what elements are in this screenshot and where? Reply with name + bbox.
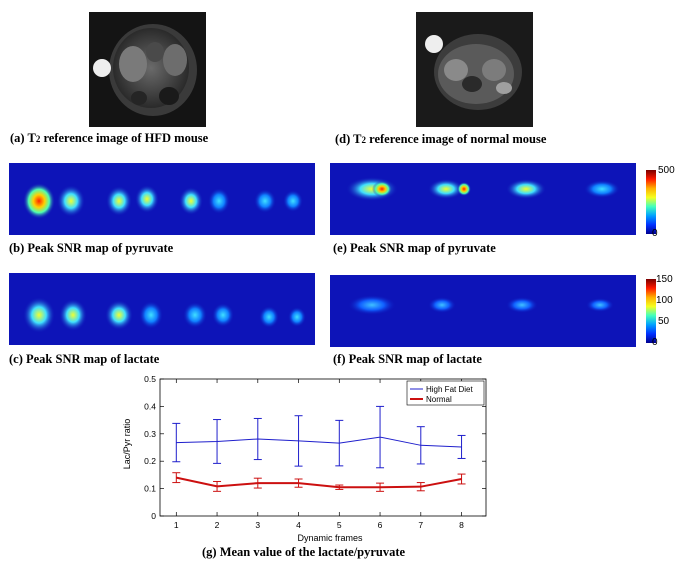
- y-tick-label: 0.5: [144, 374, 156, 384]
- caption-d: (d) T2 reference image of normal mouse: [335, 132, 546, 147]
- legend-label: Normal: [426, 395, 452, 404]
- colorbar-lactate-tick-50: 50: [658, 316, 670, 327]
- caption-f: (f) Peak SNR map of lactate: [333, 352, 482, 366]
- x-tick-label: 2: [215, 520, 220, 530]
- snr-map-lactate-hfd: [9, 273, 315, 345]
- lac-pyr-ratio-chart: 0 0.1 0.2 0.3 0.4 0.5 1 2 3 4 5 6 7 8 High Fat DietNo…: [122, 374, 487, 543]
- plot-frame: [159, 378, 487, 517]
- caption-g: (g) Mean value of the lactate/pyruvate: [202, 545, 406, 559]
- legend-box: [406, 380, 485, 406]
- x-tick-label: 8: [459, 520, 464, 530]
- caption-a: (a) T2 reference image of HFD mouse: [10, 131, 208, 146]
- normal-mri-drawing: [425, 34, 522, 110]
- hfd-mri-drawing: [93, 24, 197, 116]
- lactate-normal-heat: [348, 295, 614, 315]
- caption-e: (e) Peak SNR map of pyruvate: [333, 241, 496, 255]
- y-axis-label: Lac/Pyr ratio: [122, 419, 132, 470]
- snr-map-lactate-normal: [330, 275, 636, 347]
- y-tick-label: 0.2: [144, 456, 156, 466]
- x-tick-label: 6: [378, 520, 383, 530]
- snr-map-pyruvate-hfd: [9, 163, 315, 235]
- x-tick-label: 7: [418, 520, 423, 530]
- colorbar-lactate-tick-100: 100: [656, 295, 673, 306]
- series-line: [176, 476, 462, 489]
- y-tick-label: 0: [151, 511, 156, 521]
- chart-series: [172, 405, 466, 492]
- caption-d-prefix: (d) T: [335, 132, 362, 146]
- colorbar-lactate: [646, 279, 656, 343]
- x-tick-label: 1: [174, 520, 179, 530]
- caption-d-subscript: 2: [361, 135, 367, 145]
- colorbar-lactate-tick-0: 0: [652, 337, 658, 348]
- colorbar-pyruvate-max: 500: [658, 165, 675, 176]
- caption-a-prefix: (a) T: [10, 131, 36, 145]
- pyruvate-hfd-heat: [23, 183, 303, 219]
- x-tick-label: 5: [337, 520, 342, 530]
- pyruvate-normal-heat: [346, 177, 620, 201]
- legend-label: High Fat Diet: [426, 385, 473, 394]
- lactate-hfd-heat: [23, 297, 306, 333]
- series-line: [176, 436, 462, 448]
- colorbar-lactate-tick-150: 150: [656, 274, 673, 285]
- x-tick-label: 4: [296, 520, 301, 530]
- snr-map-pyruvate-normal: [330, 163, 636, 235]
- x-axis-label: Dynamic frames: [297, 533, 363, 543]
- caption-b: (b) Peak SNR map of pyruvate: [9, 241, 174, 255]
- colorbar-pyruvate-min: 0: [652, 228, 658, 239]
- caption-a-subscript: 2: [35, 134, 41, 144]
- t2-reference-image-hfd: [89, 12, 206, 127]
- y-tick-label: 0.4: [144, 401, 156, 411]
- colorbar-pyruvate: [646, 170, 656, 234]
- y-tick-label: 0.3: [144, 429, 156, 439]
- t2-reference-image-normal: [416, 12, 533, 127]
- x-tick-label: 3: [255, 520, 260, 530]
- caption-d-text: reference image of normal mouse: [366, 132, 547, 146]
- y-tick-label: 0.1: [144, 484, 156, 494]
- caption-a-text: reference image of HFD mouse: [40, 131, 209, 145]
- caption-c: (c) Peak SNR map of lactate: [9, 352, 160, 366]
- chart-axes: 0 0.1 0.2 0.3 0.4 0.5 1 2 3 4 5 6 7 8: [144, 374, 487, 530]
